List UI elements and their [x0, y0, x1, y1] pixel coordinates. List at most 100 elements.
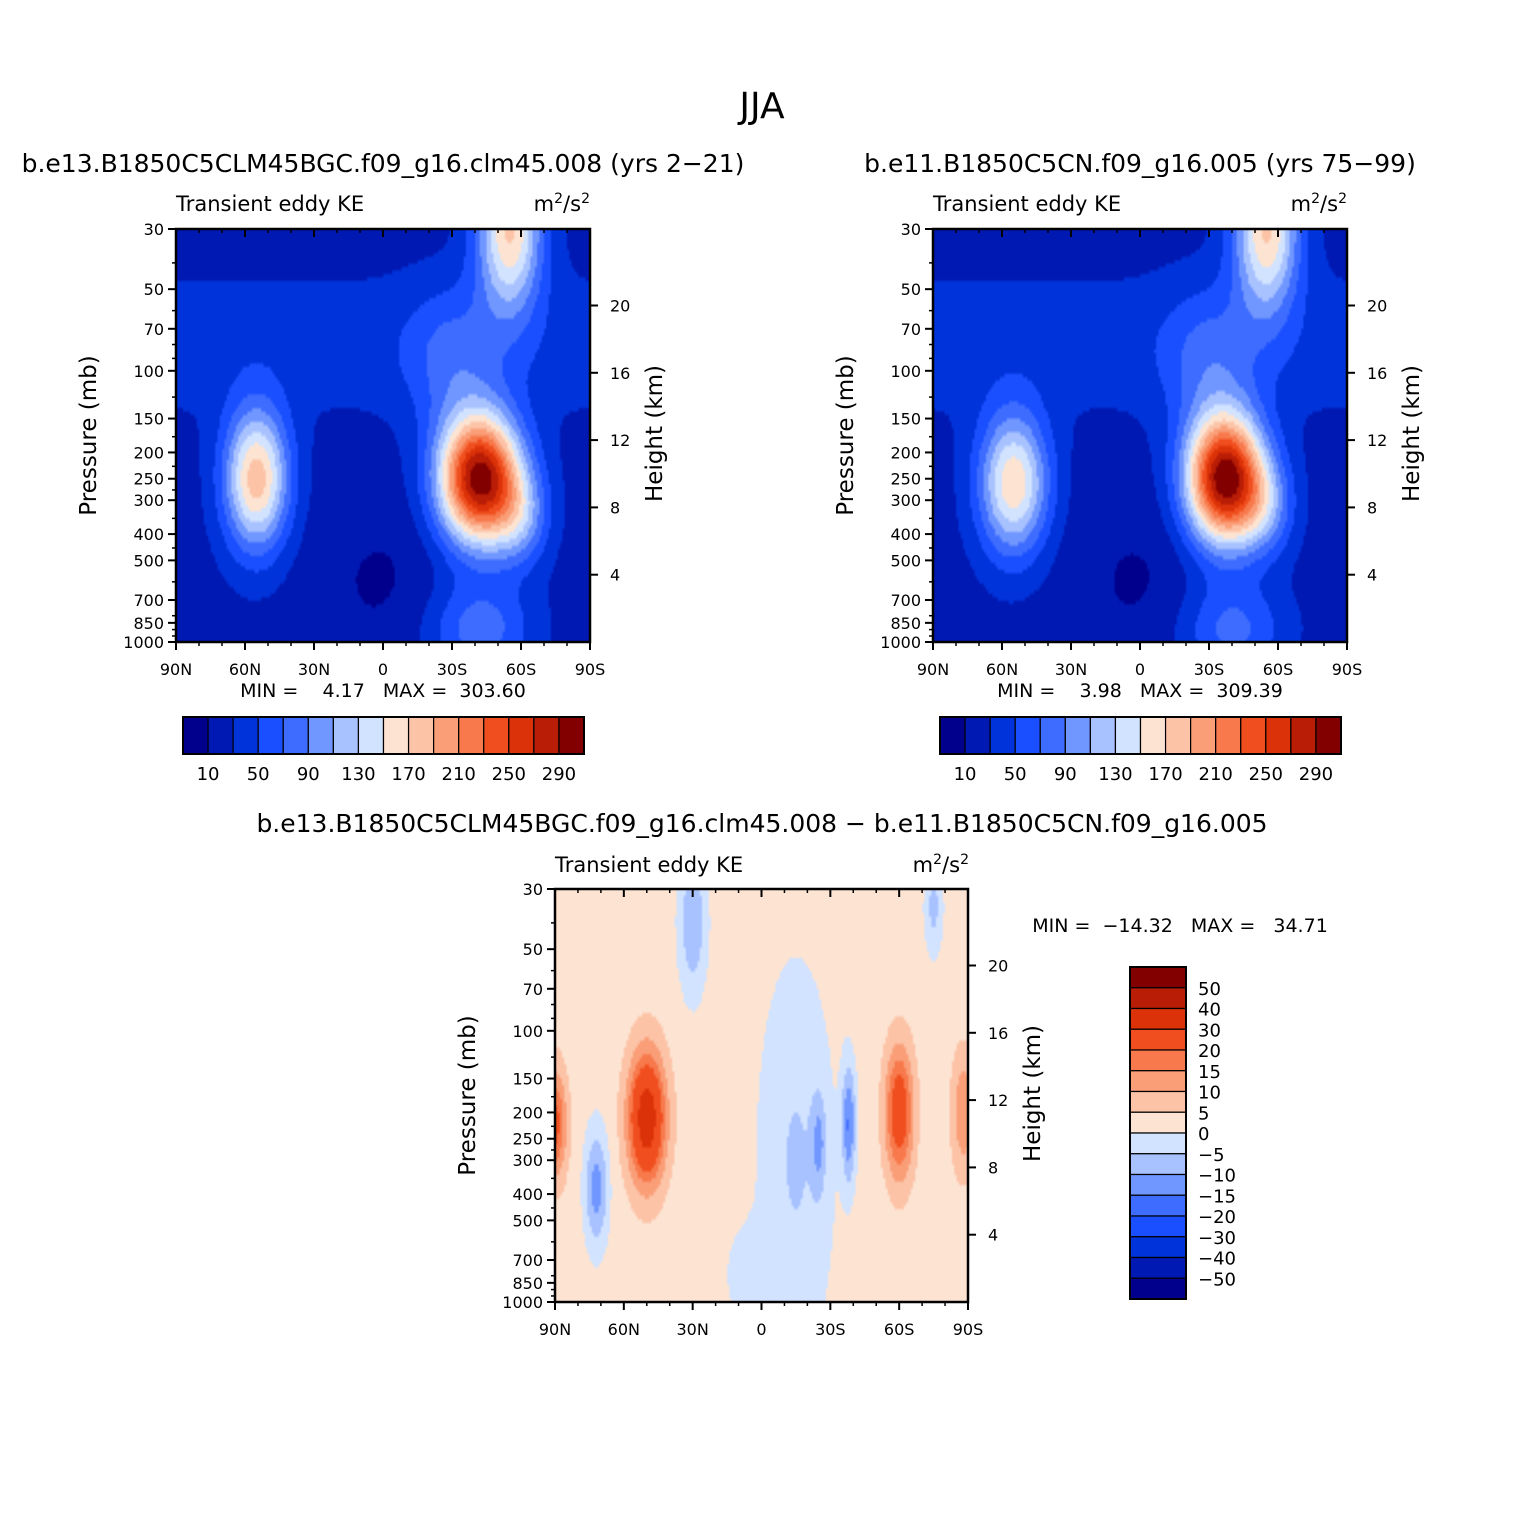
colorbar-label: 210 — [442, 764, 476, 785]
pressure-tick-label: 500 — [133, 551, 164, 570]
colorbar-swatch — [1129, 1256, 1187, 1279]
pressure-tick-label: 30 — [144, 220, 164, 239]
panel2-title: b.e11.B1850C5CN.f09_g16.005 (yrs 75−99) — [864, 149, 1416, 178]
pressure-tick-label: 70 — [523, 980, 543, 999]
colorbar-swatch — [1129, 1049, 1187, 1072]
lat-tick-label: 30N — [298, 660, 330, 679]
pressure-tick-label: 700 — [133, 591, 164, 610]
colorbar-label: 290 — [542, 764, 576, 785]
colorbar-swatch — [1129, 1007, 1187, 1030]
colorbar-swatch — [1129, 1028, 1187, 1051]
pressure-tick-label: 300 — [512, 1151, 543, 1170]
lat-tick-label: 90S — [1332, 660, 1363, 679]
colorbar-swatch — [1129, 1194, 1187, 1217]
colorbar-label: 20 — [1198, 1041, 1221, 1062]
pressure-tick-label: 50 — [144, 280, 164, 299]
colorbar-swatch — [533, 716, 560, 755]
pressure-axis-title: Pressure (mb) — [833, 355, 859, 515]
height-tick-label: 8 — [610, 498, 620, 517]
pressure-tick-label: 850 — [890, 614, 921, 633]
lat-tick-label: 60S — [506, 660, 537, 679]
lat-tick-label: 60N — [608, 1320, 640, 1339]
panel1-title: b.e13.B1850C5CLM45BGC.f09_g16.clm45.008 … — [22, 149, 745, 178]
colorbar-frame — [939, 716, 1342, 755]
panel1-colorbar: 10 50 90 130 170 210 250 290 — [182, 716, 585, 785]
lat-tick-label: 60S — [1263, 660, 1294, 679]
pressure-tick-label: 250 — [890, 470, 921, 489]
colorbar-swatch — [1265, 716, 1292, 755]
pressure-tick-label: 150 — [133, 410, 164, 429]
panel2-units: m2/s2 — [1291, 191, 1347, 216]
pressure-tick-label: 500 — [890, 551, 921, 570]
colorbar-label: 10 — [1198, 1083, 1221, 1104]
pressure-tick-label: 400 — [133, 525, 164, 544]
colorbar-swatch — [1290, 716, 1317, 755]
season-title: JJA — [737, 86, 785, 127]
colorbar-label: 10 — [954, 764, 977, 785]
contour-fill — [555, 889, 968, 1302]
colorbar-label: −10 — [1198, 1166, 1236, 1187]
colorbar-label: 290 — [1299, 764, 1333, 785]
colorbar-swatch — [458, 716, 485, 755]
pressure-tick-label: 30 — [901, 220, 921, 239]
pressure-tick-label: 700 — [890, 591, 921, 610]
height-tick-label: 16 — [988, 1024, 1008, 1043]
height-tick-label: 20 — [610, 296, 630, 315]
pressure-tick-label: 300 — [133, 491, 164, 510]
height-tick-label: 4 — [1367, 566, 1377, 585]
colorbar-frame — [1129, 966, 1187, 1300]
colorbar-swatch — [1240, 716, 1267, 755]
colorbar-label: 130 — [1098, 764, 1132, 785]
diff-units: m2/s2 — [913, 852, 969, 877]
pressure-tick-label: 100 — [133, 362, 164, 381]
colorbar-label: −30 — [1198, 1228, 1236, 1249]
height-tick-label: 12 — [610, 431, 630, 450]
colorbar-label: 0 — [1198, 1124, 1209, 1145]
colorbar-label: 50 — [1004, 764, 1027, 785]
pressure-tick-label: 200 — [133, 443, 164, 462]
colorbar-label: 15 — [1198, 1062, 1221, 1083]
height-tick-label: 8 — [988, 1158, 998, 1177]
pressure-tick-label: 50 — [523, 940, 543, 959]
colorbar-swatch — [558, 716, 585, 755]
colorbar-swatch — [1039, 716, 1066, 755]
colorbar-swatch — [232, 716, 259, 755]
height-tick-label: 12 — [988, 1091, 1008, 1110]
lat-tick-label: 30S — [437, 660, 468, 679]
colorbar-swatch — [282, 716, 309, 755]
diff-minmax: MIN = −14.32 MAX = 34.71 — [1032, 915, 1328, 937]
pressure-tick-label: 70 — [901, 320, 921, 339]
colorbar-swatch — [1315, 716, 1342, 755]
colorbar-label: 170 — [391, 764, 425, 785]
colorbar-swatch — [382, 716, 410, 755]
colorbar-label: 90 — [1054, 764, 1077, 785]
lat-tick-label: 90S — [575, 660, 606, 679]
colorbar-swatch — [483, 716, 510, 755]
pressure-tick-label: 400 — [890, 525, 921, 544]
pressure-tick-label: 70 — [144, 320, 164, 339]
pressure-tick-label: 100 — [512, 1022, 543, 1041]
pressure-tick-label: 200 — [512, 1103, 543, 1122]
colorbar-swatch — [1089, 716, 1117, 755]
colorbar-label: 30 — [1198, 1020, 1221, 1041]
colorbar-swatch — [1129, 1153, 1187, 1176]
lat-tick-label: 60S — [884, 1320, 915, 1339]
pressure-tick-label: 400 — [512, 1185, 543, 1204]
colorbar-label: 40 — [1198, 1000, 1221, 1021]
pressure-tick-label: 300 — [890, 491, 921, 510]
colorbar-swatch — [433, 716, 460, 755]
colorbar-swatch — [1129, 1070, 1187, 1093]
colorbar-swatch — [1215, 716, 1242, 755]
colorbar-swatch — [964, 716, 991, 755]
height-axis-title: Height (km) — [1399, 365, 1425, 502]
colorbar-swatch — [357, 716, 385, 755]
pressure-tick-label: 1000 — [880, 633, 921, 652]
pressure-tick-label: 200 — [890, 443, 921, 462]
colorbar-swatch — [182, 716, 209, 755]
colorbar-swatch — [407, 716, 435, 755]
colorbar-swatch — [307, 716, 334, 755]
lat-tick-label: 30N — [677, 1320, 709, 1339]
